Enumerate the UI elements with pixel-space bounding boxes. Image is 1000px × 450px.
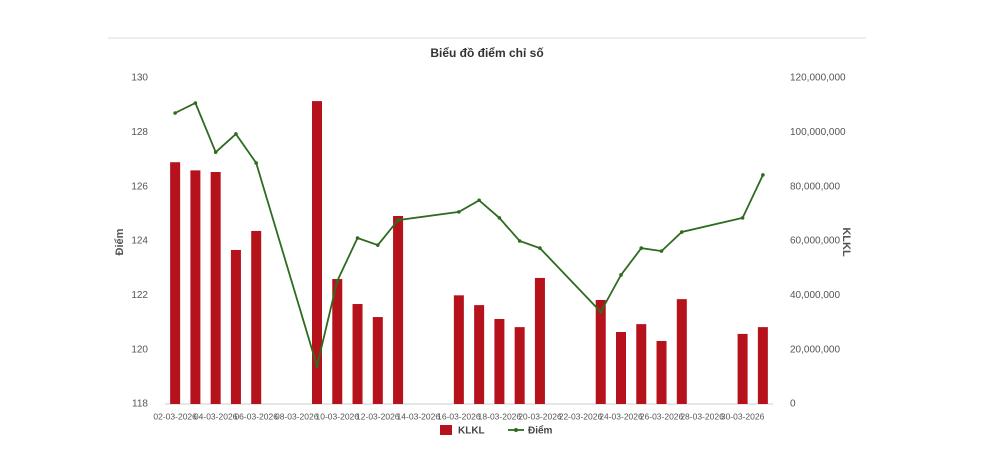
bar bbox=[636, 324, 647, 404]
bar bbox=[190, 170, 201, 404]
y2-axis-title: KLKL bbox=[840, 227, 852, 257]
x-tick-label: 06-03-2026 bbox=[234, 411, 278, 421]
chart-title: Biểu đồ điểm chỉ số bbox=[430, 46, 543, 60]
bar bbox=[372, 317, 383, 404]
legend-swatch-dot bbox=[514, 428, 518, 432]
x-tick-label: 14-03-2026 bbox=[397, 411, 441, 421]
line-point bbox=[376, 243, 380, 247]
y2-tick-label: 0 bbox=[790, 399, 796, 410]
x-tick-label: 24-03-2026 bbox=[599, 411, 643, 421]
y2-tick-label: 60,000,000 bbox=[790, 236, 840, 247]
x-tick-label: 04-03-2026 bbox=[194, 411, 238, 421]
bar bbox=[616, 332, 626, 404]
bar bbox=[230, 249, 241, 404]
line-point bbox=[659, 249, 664, 253]
x-tick-label: 20-03-2026 bbox=[518, 411, 562, 421]
x-tick-label: 22-03-2026 bbox=[559, 411, 603, 421]
bar bbox=[170, 162, 181, 404]
bar bbox=[474, 305, 485, 404]
line bbox=[174, 101, 764, 370]
x-tick-label: 28-03-2026 bbox=[680, 411, 724, 421]
y2-tick-label: 120,000,000 bbox=[790, 73, 846, 84]
y2-tick-label: 40,000,000 bbox=[790, 290, 840, 301]
x-tick-label: 16-03-2026 bbox=[437, 411, 481, 421]
y-tick-label: 130 bbox=[131, 73, 148, 84]
line-point bbox=[193, 101, 198, 105]
x-tick-label: 10-03-2026 bbox=[316, 411, 360, 421]
line-point bbox=[335, 279, 340, 283]
line-point bbox=[234, 132, 238, 136]
line-point bbox=[457, 210, 461, 214]
bar bbox=[676, 299, 687, 404]
y-tick-label: 122 bbox=[131, 290, 148, 301]
bar bbox=[251, 230, 262, 404]
y-tick-label: 120 bbox=[131, 344, 148, 355]
line-point bbox=[173, 111, 177, 115]
line-point bbox=[315, 364, 319, 368]
x-tick-label: 26-03-2026 bbox=[640, 411, 684, 421]
x-tick-label: 12-03-2026 bbox=[356, 411, 400, 421]
line-point bbox=[497, 216, 502, 220]
bar bbox=[494, 318, 505, 404]
bar bbox=[210, 171, 221, 404]
y-axis-title: Điểm bbox=[114, 228, 126, 255]
bar bbox=[352, 304, 363, 404]
y2-tick-label: 80,000,000 bbox=[790, 181, 840, 192]
bar bbox=[514, 327, 525, 404]
x-tick-label: 30-03-2026 bbox=[721, 411, 765, 421]
line-point bbox=[477, 198, 481, 203]
line-point bbox=[619, 273, 623, 277]
bar bbox=[656, 340, 667, 404]
legend-label: KLKL bbox=[458, 426, 485, 437]
line-point bbox=[538, 246, 542, 250]
bar bbox=[534, 277, 545, 404]
y-tick-label: 128 bbox=[131, 127, 148, 138]
x-tick-label: 02-03-2026 bbox=[153, 411, 197, 421]
bar bbox=[393, 216, 404, 404]
bar bbox=[332, 279, 343, 404]
y2-tick-label: 100,000,000 bbox=[790, 127, 846, 138]
bar bbox=[757, 327, 768, 404]
bar bbox=[737, 333, 748, 404]
line-point bbox=[740, 216, 745, 220]
line-point bbox=[213, 150, 218, 154]
y2-tick-label: 20,000,000 bbox=[790, 344, 840, 355]
line-point bbox=[639, 246, 644, 250]
legend-swatch bbox=[440, 425, 452, 435]
legend-label: Điểm bbox=[528, 425, 553, 437]
y-tick-label: 124 bbox=[131, 236, 148, 247]
x-tick-label: 08-03-2026 bbox=[275, 411, 319, 421]
bar bbox=[312, 101, 322, 404]
y-tick-label: 126 bbox=[131, 181, 148, 192]
bar bbox=[453, 295, 464, 404]
line-point bbox=[517, 239, 522, 243]
x-tick-label: 18-03-2026 bbox=[478, 411, 522, 421]
line-point bbox=[598, 310, 603, 314]
line-point bbox=[396, 218, 400, 222]
line-point bbox=[254, 161, 258, 165]
line-point bbox=[761, 173, 765, 177]
line-point bbox=[680, 230, 684, 234]
y-tick-label: 118 bbox=[132, 399, 148, 410]
bar bbox=[595, 299, 606, 404]
line-point bbox=[355, 236, 360, 240]
